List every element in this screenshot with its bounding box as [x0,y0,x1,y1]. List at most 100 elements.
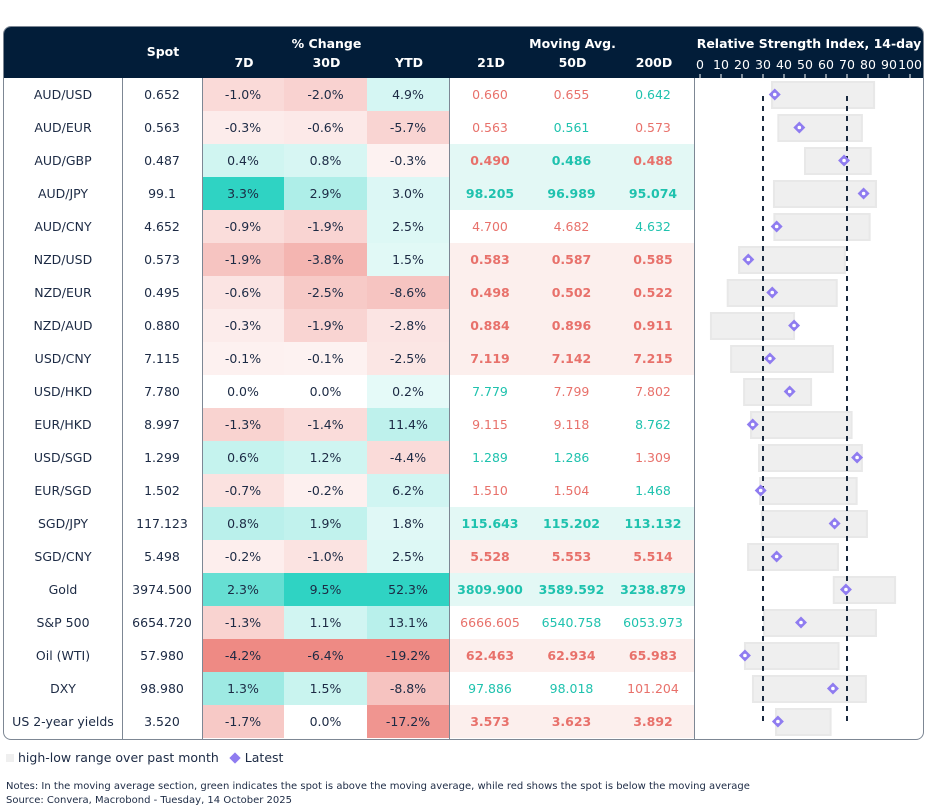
rsi-marker-center [772,92,777,97]
pct-change-cell: -0.2% [202,540,284,573]
moving-average-cell: 3.623 [531,705,612,738]
spot-value: 6654.720 [132,615,192,630]
instrument-name: AUD/JPY [37,186,89,201]
pct-change-cell: 0.8% [202,507,284,540]
rsi-range-bar [726,279,838,307]
spot-value: 0.487 [144,153,180,168]
rsi-range-bar [743,642,840,670]
pct-change-cell: -1.9% [284,210,367,243]
pct-change-cell: -1.9% [284,309,367,342]
moving-average-cell: 0.655 [553,87,590,102]
pct-change-cell: -0.9% [202,210,284,243]
legend: high-low range over past month Latest [6,750,283,765]
moving-average-cell: 0.583 [449,243,531,276]
rsi-tick-label: 90 [881,57,897,72]
instrument-name: AUD/GBP [34,153,92,168]
moving-average-cell: 5.514 [612,540,694,573]
moving-average-cell: 65.983 [612,639,694,672]
moving-average-cell: 98.018 [549,681,594,696]
pct-change-cell: 3.3% [202,177,284,210]
rsi-range-bar [759,477,858,505]
instrument-name: NZD/USD [33,252,93,267]
pct-change-cell: -5.7% [367,111,449,144]
moving-average-cell: 7.802 [635,384,671,399]
moving-average-cell: 113.132 [612,507,694,540]
instrument-name: USD/HKD [33,384,93,399]
moving-average-cell: 1.504 [553,483,590,498]
pct-change-cell: 52.3% [367,573,449,606]
pct-change-cell: -0.6% [284,111,367,144]
moving-average-cell: 95.074 [612,177,694,210]
divider [449,78,450,739]
moving-average-cell: 0.911 [612,309,694,342]
table-row: DXY 98.980 1.3% 1.5% -8.8% 97.886 98.018 101.20… [4,672,923,705]
divider [122,78,123,739]
rsi-marker-center [774,554,779,559]
pct-change-cell: 1.3% [202,672,284,705]
moving-average-cell: 5.553 [531,540,612,573]
moving-average-cell: 0.587 [531,243,612,276]
instrument-name: Gold [48,582,78,597]
rsi-tick-label: 80 [860,57,876,72]
pct-change-cell: -1.0% [202,78,284,111]
moving-average-cell: 6540.758 [541,615,602,630]
instrument-name: Oil (WTI) [35,648,91,663]
pct-change-cell: 2.3% [202,573,284,606]
table-row: Gold 3974.500 2.3% 9.5% 52.3% 3809.900 3589.59… [4,573,923,606]
moving-average-cell: 0.498 [449,276,531,309]
rsi-marker-center [832,521,837,526]
rsi-marker-center [743,653,747,658]
spot-value: 99.1 [148,186,176,201]
pct-change-cell: 6.2% [367,474,449,507]
table-row: NZD/AUD 0.880 -0.3% -1.9% -2.8% 0.884 0.896 0.9… [4,309,923,342]
table-row: S&P 500 6654.720 -1.3% 1.1% 13.1% 6666.605 654… [4,606,923,639]
pct-change-cell: -19.2% [367,639,449,672]
rsi-marker-center [776,719,780,724]
rsi-tick-label: 50 [797,57,813,72]
pct-change-cell: 1.9% [284,507,367,540]
pct-change-cell: -1.3% [202,408,284,441]
instrument-name: US 2-year yields [12,714,114,729]
instrument-name: USD/SGD [33,450,93,465]
moving-average-cell: 3589.592 [531,573,612,606]
moving-average-cell: 0.573 [635,120,671,135]
legend-latest: Latest [244,750,284,765]
moving-average-cell: 62.463 [449,639,531,672]
header-ytd: YTD [395,55,423,70]
table-row: Oil (WTI) 57.980 -4.2% -6.4% -19.2% 62.463 62.… [4,639,923,672]
pct-change-cell: 0.4% [202,144,284,177]
moving-average-cell: 4.682 [553,219,590,234]
table-row: SGD/JPY 117.123 0.8% 1.9% 1.8% 115.643 115.202… [4,507,923,540]
moving-average-cell: 4.700 [472,219,508,234]
pct-change-cell: 4.9% [367,78,449,111]
instrument-name: SGD/CNY [34,549,92,564]
rsi-tick-label: 20 [734,57,750,72]
moving-average-cell: 115.202 [531,507,612,540]
rsi-range-bar [777,114,863,142]
rsi-marker-center [844,587,848,592]
moving-average-cell: 5.528 [449,540,531,573]
pct-change-cell: -0.6% [202,276,284,309]
pct-change-cell: 0.8% [284,144,367,177]
moving-average-cell: 0.563 [472,120,508,135]
instrument-name: DXY [50,681,76,696]
pct-change-cell: -6.4% [284,639,367,672]
header-200d: 200D [635,55,673,70]
rsi-chart [699,74,911,736]
spot-value: 117.123 [136,516,188,531]
moving-average-cell: 0.502 [531,276,612,309]
spot-value: 1.502 [144,483,180,498]
moving-average-cell: 1.510 [472,483,508,498]
header-50d: 50D [558,55,587,70]
table-row: AUD/JPY 99.1 3.3% 2.9% 3.0% 98.205 96.989 95.07… [4,177,923,210]
moving-average-cell: 4.632 [635,219,671,234]
rsi-marker-center [746,257,751,262]
moving-average-cell: 1.286 [553,450,590,465]
spot-value: 7.115 [144,351,180,366]
rsi-range-bar [763,609,877,637]
spot-value: 4.652 [144,219,180,234]
pct-change-cell: 1.2% [284,441,367,474]
table-row: AUD/USD 0.652 -1.0% -2.0% 4.9% 0.660 0.655 0.64… [4,78,923,111]
header-21d: 21D [477,55,505,70]
rsi-range-bar [743,378,813,406]
